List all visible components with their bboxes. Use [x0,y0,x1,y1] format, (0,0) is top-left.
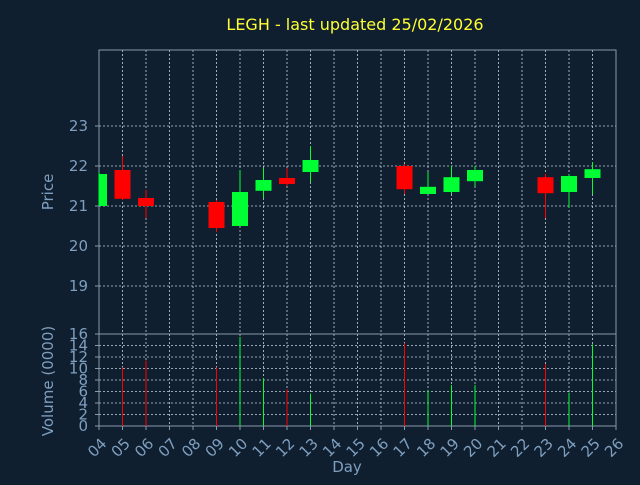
price-tick-label: 20 [69,237,88,255]
candlestick [443,166,460,194]
candle-body [420,186,436,194]
candlestick [232,170,248,226]
candle-body [255,180,272,191]
price-tick-label: 19 [69,277,88,295]
price-tick-label: 23 [69,117,88,135]
candlestick [114,156,131,200]
volume-tick-label: 16 [69,325,88,343]
volume-axis-label: Volume (0000) [39,326,57,436]
candle-body [584,169,601,178]
candlestick [302,146,319,182]
volume-bars [122,336,593,426]
candlestick [138,190,154,218]
candle-body [396,166,413,190]
price-tick-labels: 19 20 21 22 23 [69,117,99,295]
candle-body [537,177,554,194]
candlesticks [98,146,601,232]
candlestick [561,174,577,208]
candlestick [537,174,554,218]
candle-body [302,160,319,172]
volume-tick-label: 6 [78,383,88,401]
volume-tick-label: 10 [69,360,88,378]
volume-tick-label: 12 [69,348,88,366]
candle-body [99,174,107,206]
volume-tick-label: 8 [78,371,88,389]
candle-body [114,170,131,199]
candle-body [208,202,225,228]
volume-tick-label: 2 [78,406,88,424]
candle-body [138,198,154,206]
candlestick [208,200,225,232]
volume-tick-label: 14 [69,337,88,355]
volume-tick-label: 4 [78,394,88,412]
candle-body [443,177,460,192]
price-tick-label: 21 [69,197,88,215]
candlestick [396,164,413,194]
volume-tick-label: 0 [78,417,88,435]
candlestick [279,168,295,186]
day-axis-label: Day [332,458,362,476]
candlestick [467,166,483,186]
candle-body [232,192,248,226]
price-axis-label: Price [39,174,57,211]
candlestick [98,172,107,206]
candlestick [255,168,272,198]
candle-body [279,178,295,184]
candle-body [467,170,483,182]
chart-title: LEGH - last updated 25/02/2026 [226,15,483,34]
candle-body [561,176,577,192]
candlestick [584,162,601,194]
candlestick [420,172,436,194]
price-tick-label: 22 [69,157,88,175]
